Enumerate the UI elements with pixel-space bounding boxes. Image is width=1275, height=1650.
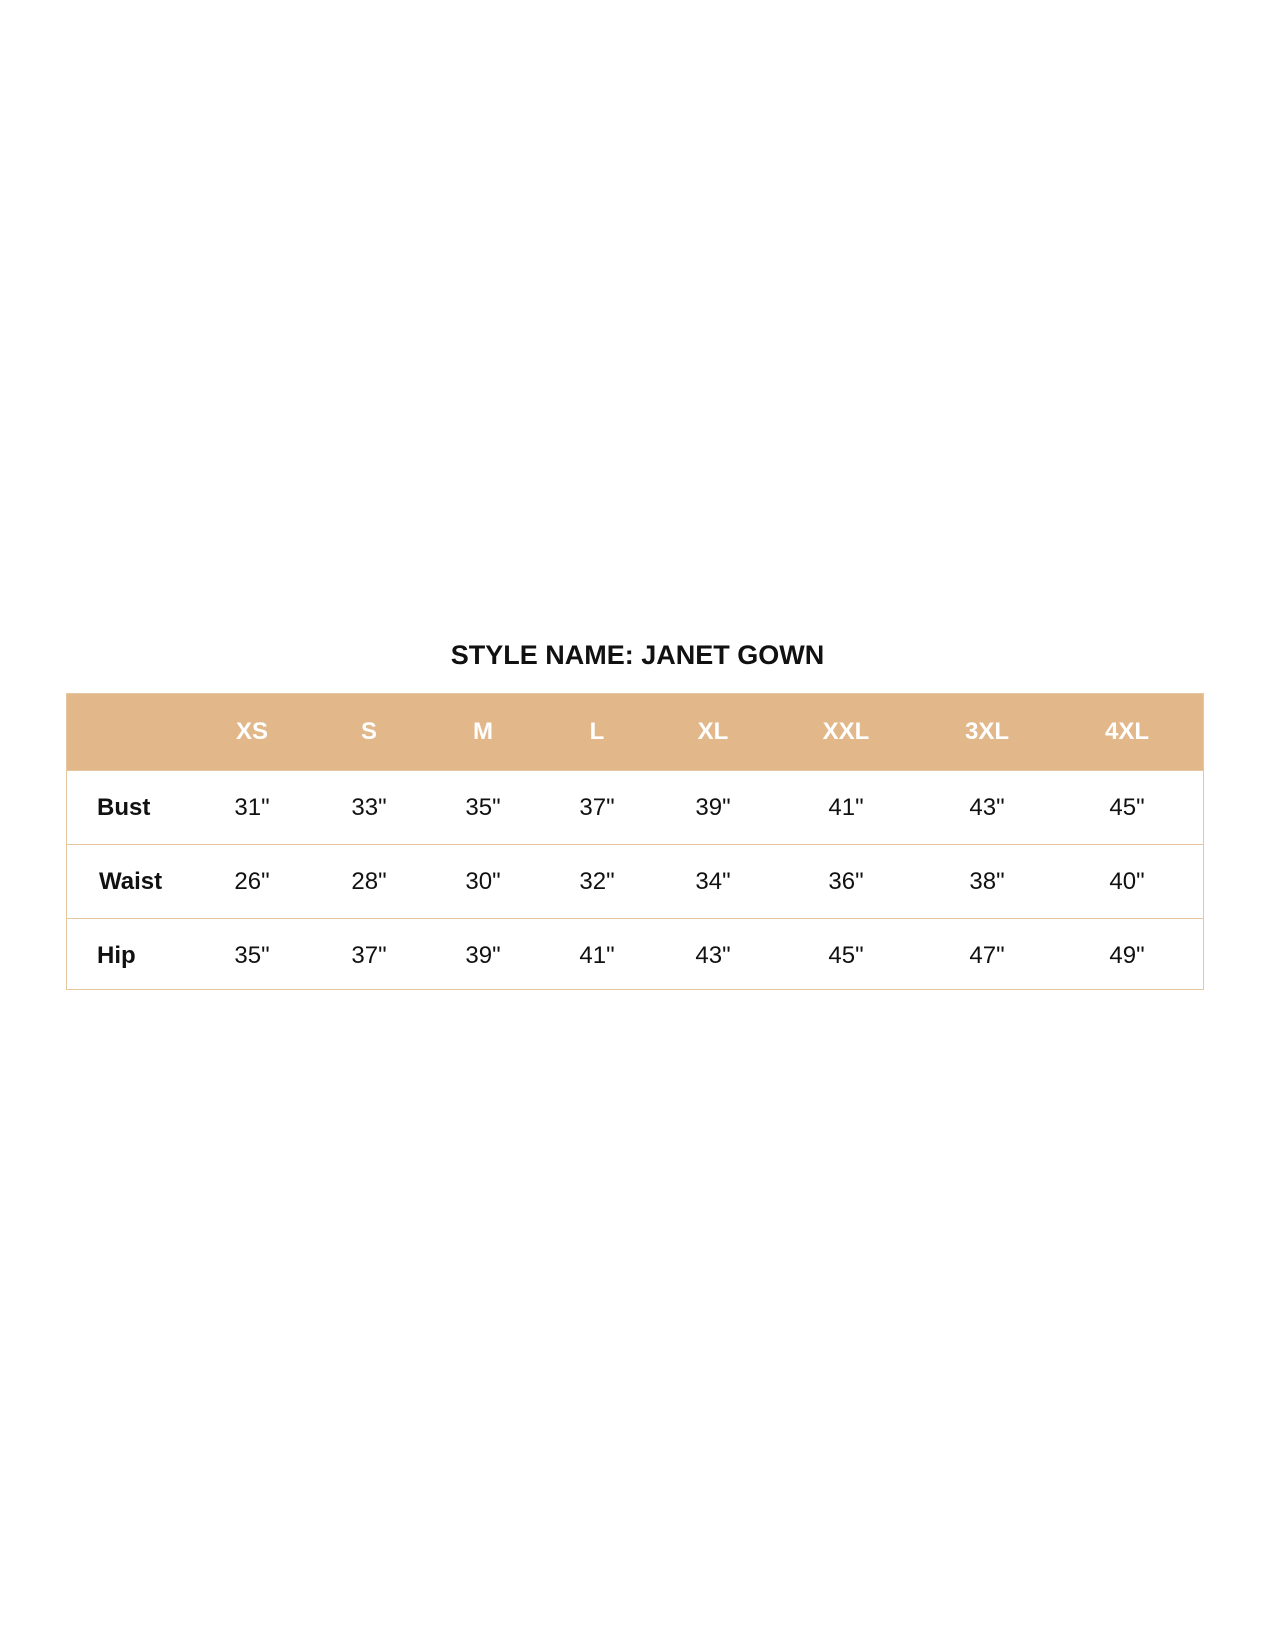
measurement-cell: 37": [351, 941, 387, 969]
table-header-row: XS S M L XL XXL 3XL 4XL: [67, 694, 1203, 770]
measurement-cell: 35": [465, 793, 501, 821]
size-header-4xl: 4XL: [1104, 718, 1149, 745]
size-header-3xl: 3XL: [964, 718, 1009, 745]
size-header-xxl: XXL: [822, 718, 870, 745]
measurement-cell: 39": [465, 941, 501, 969]
measurement-cell: 43": [969, 793, 1005, 821]
table-row: Waist 26" 28" 30" 32" 34" 36" 38" 40": [67, 844, 1203, 918]
size-header-l: L: [589, 718, 605, 745]
measurement-cell: 34": [695, 867, 731, 895]
measurement-cell: 31": [234, 793, 270, 821]
table-row: Bust 31" 33" 35" 37" 39" 41" 43" 45": [67, 770, 1203, 844]
table-row: Hip 35" 37" 39" 41" 43" 45" 47" 49": [67, 918, 1203, 992]
row-label: Waist: [99, 867, 163, 895]
size-header-s: S: [360, 718, 377, 745]
measurement-cell: 33": [351, 793, 387, 821]
measurement-cell: 26": [234, 867, 270, 895]
measurement-cell: 36": [828, 867, 864, 895]
measurement-cell: 41": [579, 941, 615, 969]
size-chart-table: XS S M L XL XXL 3XL 4XL Bust 31" 33" 35" 37" 39" 41" 4…: [66, 693, 1204, 990]
measurement-cell: 37": [579, 793, 615, 821]
measurement-cell: 45": [828, 941, 864, 969]
size-header-xl: XL: [697, 718, 729, 745]
measurement-cell: 32": [579, 867, 615, 895]
measurement-cell: 47": [969, 941, 1005, 969]
measurement-cell: 49": [1109, 941, 1145, 969]
measurement-cell: 45": [1109, 793, 1145, 821]
measurement-cell: 28": [351, 867, 387, 895]
measurement-cell: 41": [828, 793, 864, 821]
measurement-cell: 40": [1109, 867, 1145, 895]
measurement-cell: 38": [969, 867, 1005, 895]
row-label: Hip: [97, 941, 136, 969]
measurement-cell: 39": [695, 793, 731, 821]
measurement-cell: 30": [465, 867, 501, 895]
measurement-cell: 43": [695, 941, 731, 969]
measurement-cell: 35": [234, 941, 270, 969]
row-label: Bust: [97, 793, 151, 821]
size-header-xs: XS: [235, 718, 268, 745]
page-title: STYLE NAME: JANET GOWN: [450, 640, 825, 670]
size-header-m: M: [473, 718, 493, 745]
